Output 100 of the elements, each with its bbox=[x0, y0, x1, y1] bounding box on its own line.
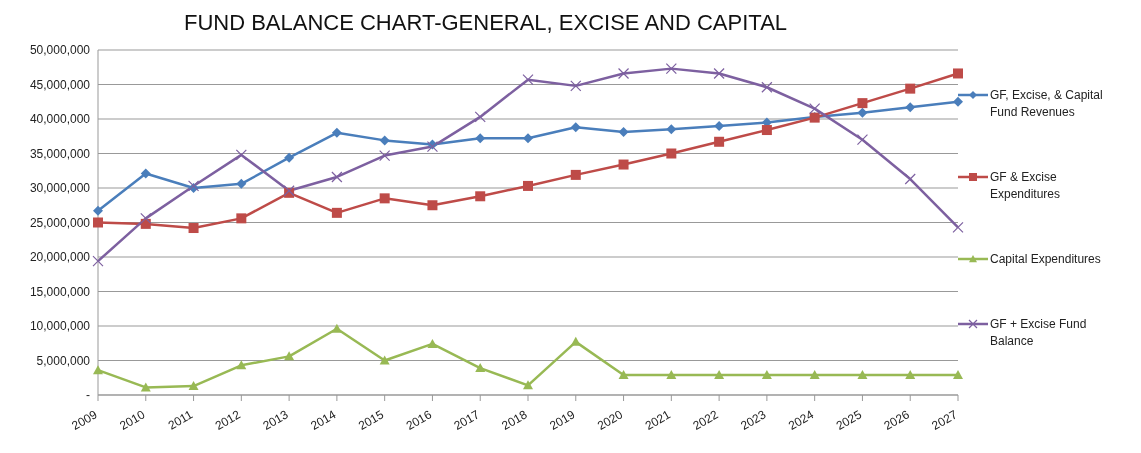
point bbox=[284, 351, 295, 361]
point bbox=[523, 180, 533, 191]
x-tick-label: 2013 bbox=[260, 407, 291, 433]
point bbox=[475, 363, 486, 373]
point bbox=[666, 369, 677, 379]
point bbox=[809, 103, 821, 115]
x-tick-label: 2025 bbox=[833, 407, 865, 433]
point bbox=[809, 369, 820, 379]
y-tick-label: 15,000,000 bbox=[29, 284, 91, 299]
point bbox=[92, 255, 104, 267]
point bbox=[570, 80, 582, 92]
point bbox=[427, 338, 438, 348]
point bbox=[379, 355, 390, 365]
point bbox=[761, 81, 773, 93]
point bbox=[857, 107, 868, 118]
point bbox=[856, 134, 869, 146]
point bbox=[93, 217, 103, 228]
point bbox=[618, 369, 629, 379]
point bbox=[714, 369, 725, 379]
point bbox=[857, 369, 868, 379]
y-tick-label: - bbox=[86, 388, 90, 403]
x-tick-label: 2010 bbox=[117, 407, 148, 433]
point bbox=[379, 149, 391, 162]
y-tick-label: 30,000,000 bbox=[29, 181, 91, 196]
point bbox=[236, 360, 247, 370]
point bbox=[140, 168, 151, 179]
point bbox=[570, 336, 581, 346]
x-tick-label: 2018 bbox=[499, 407, 530, 433]
point bbox=[475, 191, 486, 202]
point bbox=[952, 221, 964, 233]
chart-title: FUND BALANCE CHART-GENERAL, EXCISE AND CAPITAL bbox=[182, 9, 789, 37]
y-tick-label: 10,000,000 bbox=[29, 319, 91, 334]
x-tick-label: 2009 bbox=[69, 407, 100, 433]
point bbox=[953, 68, 963, 79]
point bbox=[953, 96, 963, 107]
point bbox=[714, 120, 725, 131]
y-tick-label: 50,000,000 bbox=[29, 43, 91, 58]
point bbox=[618, 159, 629, 170]
point bbox=[761, 125, 772, 136]
point bbox=[523, 133, 533, 144]
point bbox=[761, 369, 772, 379]
x-tick-label: 2026 bbox=[881, 407, 912, 433]
point bbox=[474, 111, 486, 123]
y-tick-label: 25,000,000 bbox=[29, 215, 91, 230]
point bbox=[331, 207, 342, 218]
point bbox=[284, 152, 295, 163]
point bbox=[523, 380, 533, 390]
x-tick-label: 2011 bbox=[165, 407, 196, 433]
point bbox=[953, 369, 963, 379]
point bbox=[666, 148, 677, 159]
point bbox=[140, 382, 151, 392]
y-tick-label: 45,000,000 bbox=[29, 77, 91, 92]
y-tick-label: 5,000,000 bbox=[36, 353, 91, 368]
point bbox=[475, 133, 486, 144]
point bbox=[713, 67, 725, 80]
y-tick-label: 35,000,000 bbox=[29, 146, 91, 161]
point bbox=[905, 369, 916, 379]
point bbox=[140, 212, 152, 224]
point bbox=[522, 74, 534, 86]
point bbox=[188, 223, 199, 234]
point bbox=[188, 381, 199, 391]
x-tick-label: 2024 bbox=[786, 407, 817, 433]
x-tick-label: 2016 bbox=[403, 407, 435, 433]
point bbox=[570, 169, 581, 180]
x-tick-label: 2021 bbox=[642, 407, 674, 433]
point bbox=[427, 200, 438, 211]
point bbox=[857, 98, 868, 109]
legend-label: GF + Excise Fund Balance bbox=[990, 315, 1088, 350]
legend-label: GF & Excise Expenditures bbox=[990, 168, 1062, 203]
x-tick-label: 2020 bbox=[594, 407, 626, 433]
point bbox=[617, 67, 630, 80]
x-tick-label: 2019 bbox=[547, 407, 578, 433]
point bbox=[93, 205, 103, 216]
x-tick-label: 2023 bbox=[738, 407, 769, 433]
x-tick-label: 2014 bbox=[308, 407, 339, 433]
point bbox=[379, 193, 390, 204]
point bbox=[665, 63, 677, 75]
point bbox=[618, 127, 629, 138]
point bbox=[93, 365, 103, 375]
y-tick-label: 20,000,000 bbox=[29, 250, 91, 265]
point bbox=[666, 124, 677, 135]
x-tick-label: 2012 bbox=[212, 407, 244, 433]
point bbox=[331, 127, 342, 138]
x-tick-label: 2027 bbox=[929, 407, 960, 433]
point bbox=[905, 83, 916, 94]
point bbox=[714, 136, 725, 147]
point bbox=[331, 323, 342, 333]
point bbox=[236, 213, 247, 224]
y-tick-label: 40,000,000 bbox=[29, 112, 91, 127]
legend-label: Capital Expenditures bbox=[990, 250, 1101, 268]
x-tick-label: 2017 bbox=[451, 407, 482, 433]
legend-label: GF, Excise, & Capital Fund Revenues bbox=[990, 86, 1104, 121]
point bbox=[570, 122, 581, 133]
x-tick-label: 2022 bbox=[690, 407, 721, 433]
point bbox=[236, 178, 247, 189]
point bbox=[235, 149, 247, 161]
point bbox=[905, 102, 916, 113]
point bbox=[331, 171, 343, 183]
x-tick-label: 2015 bbox=[356, 407, 387, 433]
point bbox=[379, 135, 390, 146]
